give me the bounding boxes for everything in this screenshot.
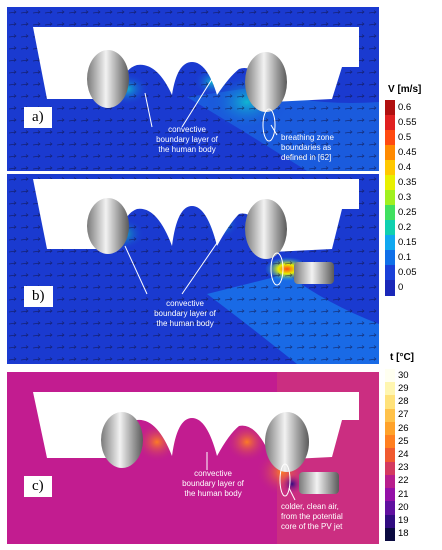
color-bar-segment — [385, 501, 395, 516]
scale-tick-label: 20 — [398, 501, 409, 513]
color-bar-segment — [385, 175, 395, 191]
temperature-color-bar — [385, 369, 395, 542]
breathing-zone-annotation: breathing zone boundaries as defined in … — [281, 133, 361, 163]
temperature-scale-title: t [°C] — [390, 352, 414, 363]
velocity-field-image-b — [7, 174, 379, 364]
scale-tick-label: 23 — [398, 462, 409, 474]
annotation-line: boundaries as — [281, 143, 332, 152]
color-bar-segment — [385, 527, 395, 542]
color-bar-segment — [385, 205, 395, 221]
annotation-line: breathing zone — [281, 133, 334, 142]
color-bar-segment — [385, 408, 395, 423]
scale-tick-label: 21 — [398, 488, 409, 500]
temperature-field-image-c — [7, 372, 379, 544]
scale-tick-label: 0 — [398, 281, 404, 293]
scale-tick-label: 0.1 — [398, 251, 412, 263]
color-bar-segment — [385, 474, 395, 489]
velocity-field-panel-b: b) convective boundary layer of the huma… — [7, 174, 379, 364]
annotation-line: the human body — [156, 319, 214, 328]
annotation-line: boundary layer of — [182, 479, 244, 488]
scale-tick-label: 24 — [398, 449, 409, 460]
boundary-layer-annotation-c: convective boundary layer of the human b… — [173, 469, 253, 499]
color-bar-segment — [385, 488, 395, 502]
scale-tick-label: 26 — [398, 422, 409, 434]
panel-b-label: b) — [24, 286, 53, 307]
boundary-layer-annotation-a: convective boundary layer of the human b… — [147, 125, 227, 155]
scale-tick-label: 0.4 — [398, 161, 412, 173]
annotation-line: convective — [168, 125, 206, 134]
scale-tick-label: 0.05 — [398, 266, 417, 278]
annotation-line: the human body — [158, 145, 216, 154]
annotation-line: core of the PV jet — [281, 522, 343, 531]
color-bar-segment — [385, 369, 395, 383]
scale-tick-label: 0.15 — [398, 236, 417, 248]
velocity-color-bar — [385, 100, 395, 296]
color-bar-segment — [385, 250, 395, 266]
color-bar-segment — [385, 220, 395, 236]
scale-tick-label: 29 — [398, 382, 409, 394]
velocity-field-panel-a: a) convective boundary layer of the huma… — [7, 7, 379, 171]
scale-tick-label: 0.25 — [398, 206, 417, 218]
scale-tick-label: 25 — [398, 435, 409, 447]
color-bar-segment — [385, 235, 395, 251]
color-bar-segment — [385, 265, 395, 281]
scale-tick-label: 0.3 — [398, 191, 412, 203]
boundary-layer-annotation-b: convective boundary layer of the human b… — [145, 299, 225, 329]
color-bar-segment — [385, 461, 395, 476]
annotation-line: convective — [166, 299, 204, 308]
annotation-line: convective — [194, 469, 232, 478]
color-bar-segment — [385, 100, 395, 116]
velocity-field-image-a — [7, 7, 379, 171]
scale-tick-label: 0.35 — [398, 176, 417, 188]
color-bar-segment — [385, 280, 395, 296]
color-bar-segment — [385, 435, 395, 449]
scale-tick-label: 0.5 — [398, 131, 412, 143]
annotation-line: boundary layer of — [154, 309, 216, 318]
scale-tick-label: 0.2 — [398, 221, 412, 233]
color-bar-segment — [385, 130, 395, 146]
color-bar-segment — [385, 115, 395, 131]
panel-c-label: c) — [24, 476, 52, 497]
temperature-field-panel-c: c) convective boundary layer of the huma… — [7, 372, 379, 544]
scale-tick-label: 27 — [398, 409, 409, 421]
annotation-line: colder, clean air, — [281, 502, 339, 511]
color-bar-segment — [385, 145, 395, 161]
color-bar-segment — [385, 160, 395, 176]
annotation-line: the human body — [184, 489, 242, 498]
scale-tick-label: 0.55 — [398, 116, 417, 128]
color-bar-segment — [385, 421, 395, 436]
scale-tick-label: 0.6 — [398, 101, 412, 113]
color-bar-segment — [385, 514, 395, 529]
scale-tick-label: 18 — [398, 528, 409, 540]
scale-tick-label: 22 — [398, 475, 409, 487]
color-bar-segment — [385, 382, 395, 396]
color-bar-segment — [385, 190, 395, 206]
scale-tick-label: 19 — [398, 515, 409, 527]
color-bar-segment — [385, 448, 395, 463]
annotation-line: defined in [62] — [281, 153, 332, 162]
clean-air-annotation: colder, clean air, from the potential co… — [281, 502, 371, 532]
annotation-line: from the potential — [281, 512, 343, 521]
scale-tick-label: 0.45 — [398, 146, 417, 158]
color-bar-segment — [385, 395, 395, 410]
panel-a-label: a) — [24, 107, 52, 128]
scale-tick-label: 28 — [398, 396, 409, 408]
annotation-line: boundary layer of — [156, 135, 218, 144]
scale-tick-label: 30 — [398, 369, 409, 381]
velocity-scale-title: V [m/s] — [388, 84, 422, 95]
